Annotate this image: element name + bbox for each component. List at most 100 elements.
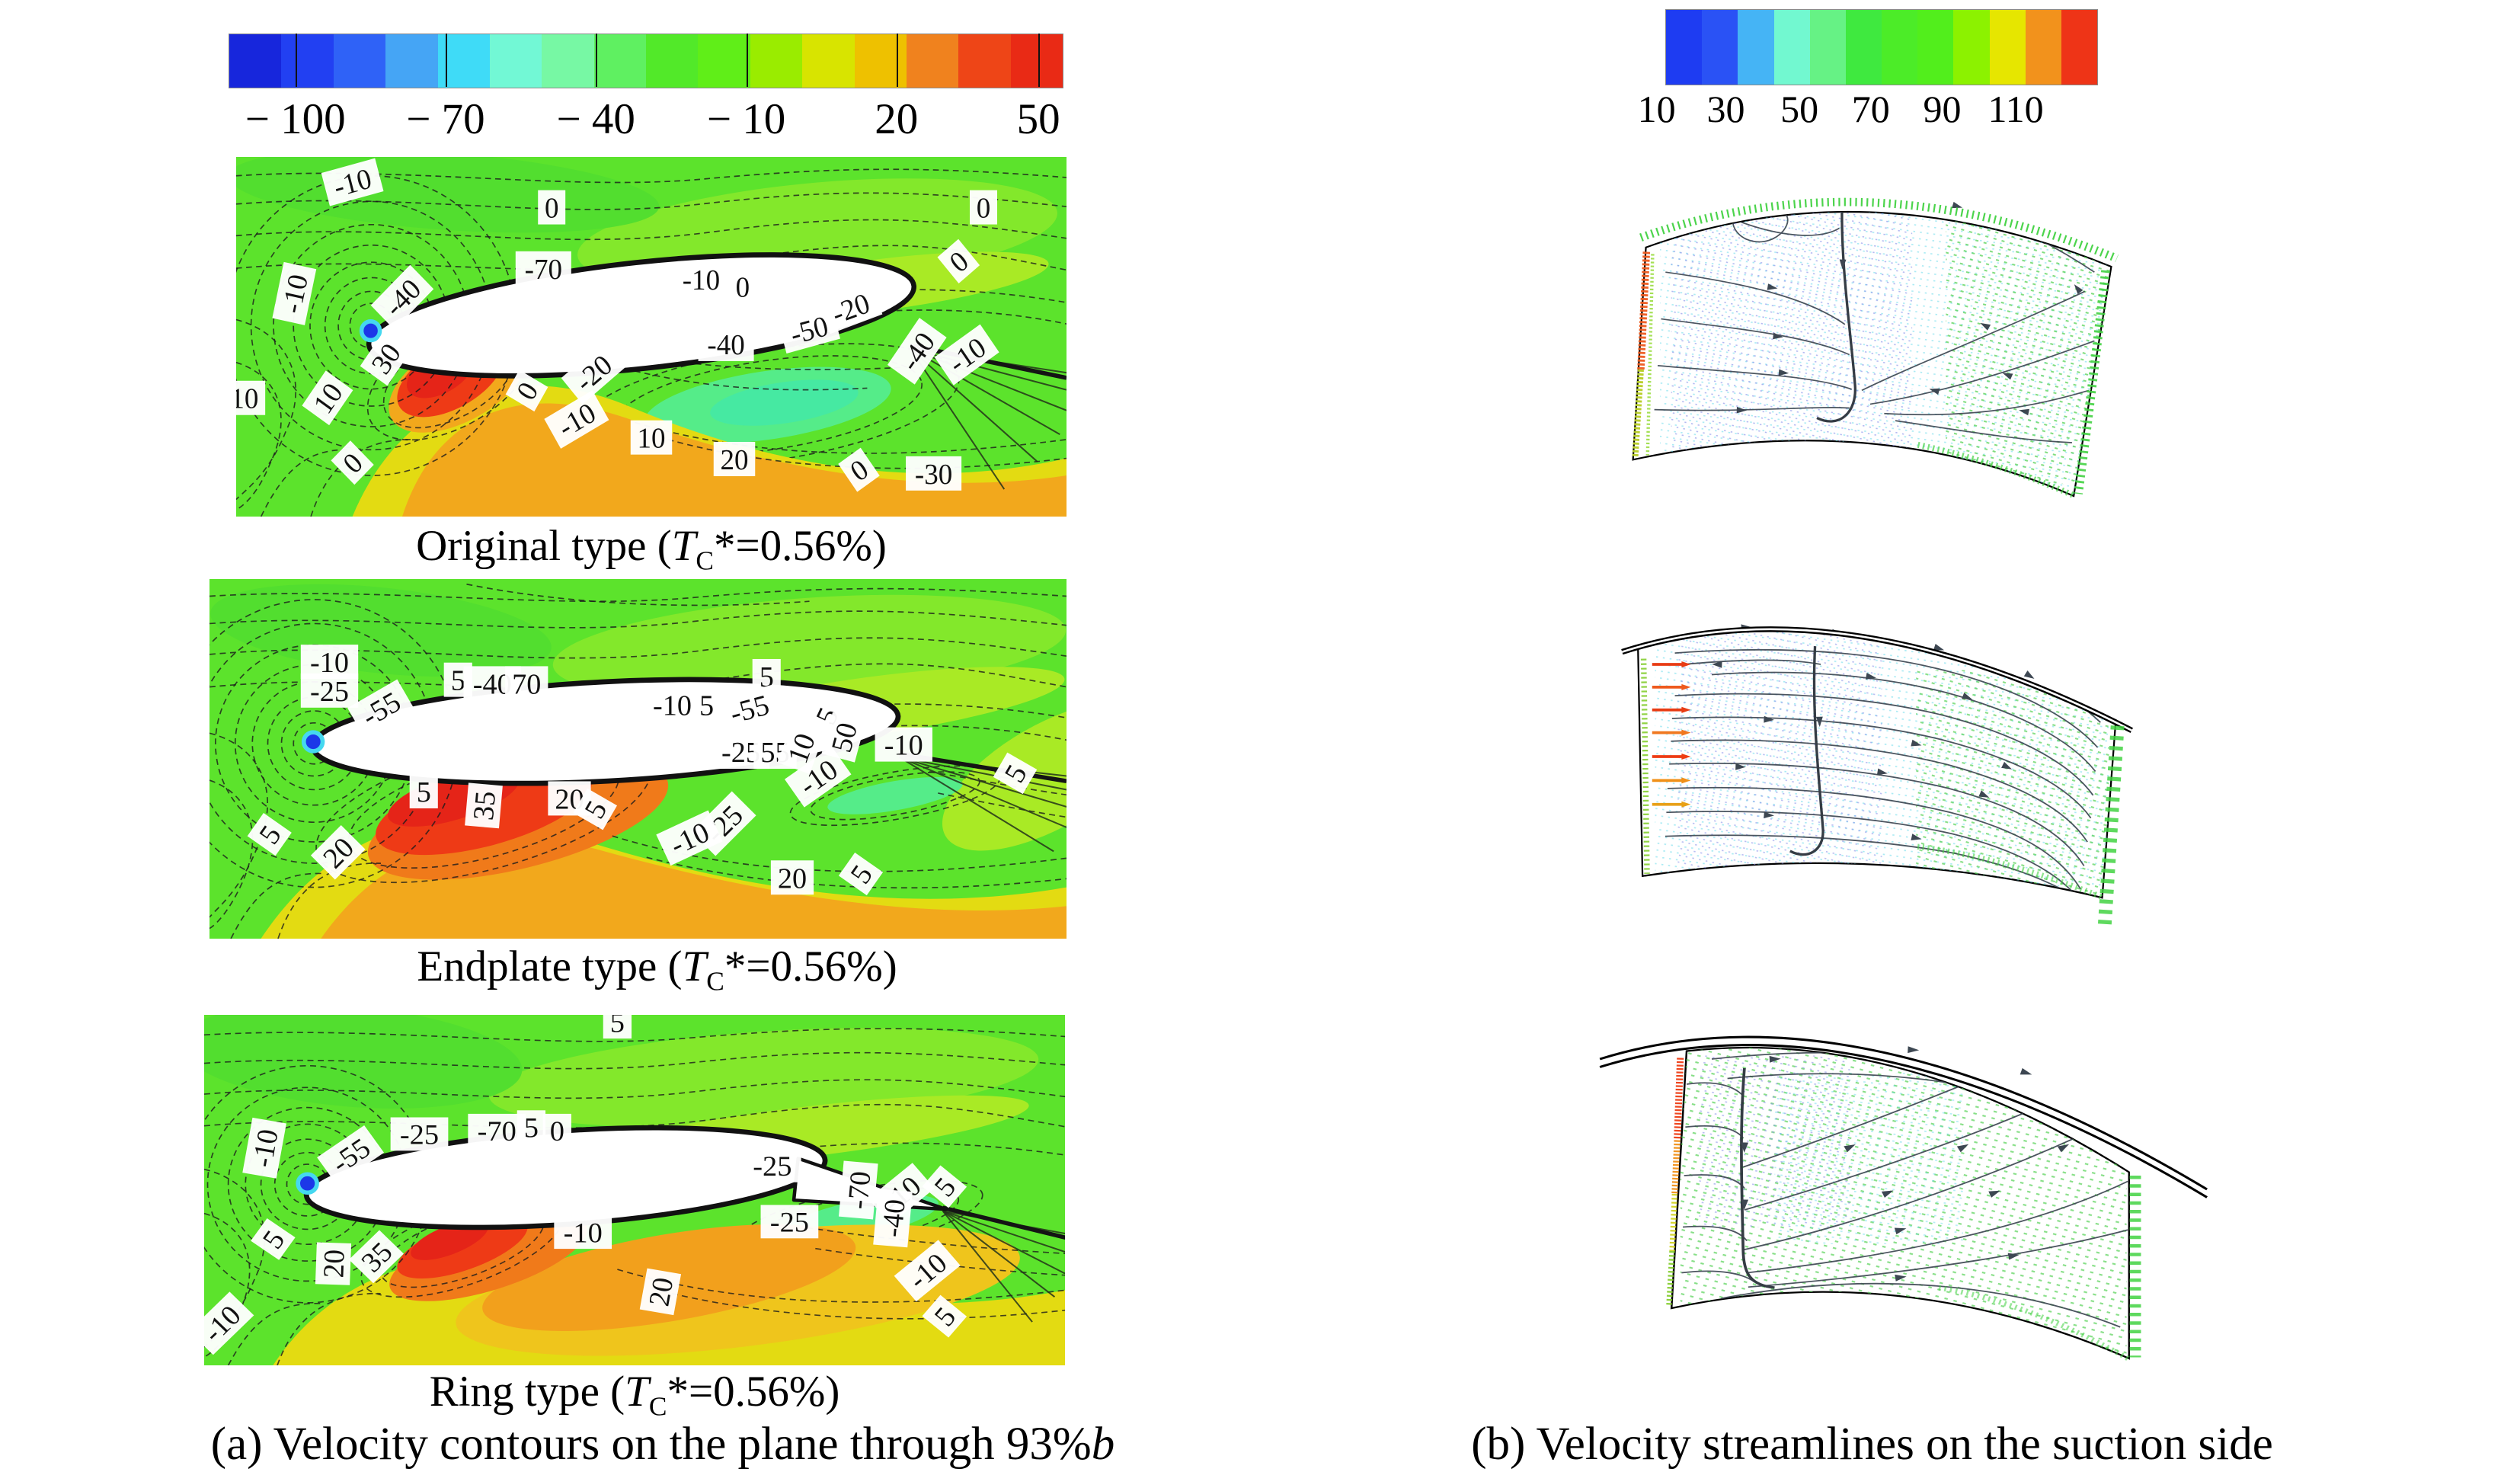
colorbar-segment xyxy=(958,34,1011,88)
edge-vector-fringe xyxy=(1671,1140,1681,1195)
colorbar-tick-label: − 40 xyxy=(556,95,635,143)
svg-text:0: 0 xyxy=(545,192,559,225)
svg-text:-40: -40 xyxy=(876,1198,912,1238)
contour-field: 5-10-55-25-7050-25-70-10-405-25-10520352… xyxy=(204,1015,1065,1365)
colorbar-tick-label: 20 xyxy=(875,95,919,143)
colorbar-segment xyxy=(385,34,438,88)
colorbar-tick-label: 90 xyxy=(1923,88,1962,130)
contour-label: 0 xyxy=(728,269,756,304)
vector-dot-field xyxy=(1659,212,2112,495)
contour-label: -40 xyxy=(698,326,754,361)
streamline-plot-endplate xyxy=(1598,579,2166,943)
edge-vector-fringe xyxy=(1639,197,2119,263)
colorbar-segment xyxy=(2025,10,2061,85)
svg-text:-25: -25 xyxy=(753,1150,791,1182)
svg-text:5: 5 xyxy=(417,776,431,808)
contour-label: 0 xyxy=(505,370,548,412)
contour-label: -25 xyxy=(390,1117,449,1150)
colorbar-segment xyxy=(229,34,282,88)
colorbar-segment xyxy=(698,34,750,88)
colorbar-segment xyxy=(1917,10,1954,85)
svg-text:5: 5 xyxy=(610,1015,625,1038)
contour-label: 5 xyxy=(573,788,618,830)
colorbar-tick-label: 50 xyxy=(1780,88,1819,130)
svg-text:-25: -25 xyxy=(400,1119,439,1150)
leading-edge-stagnation xyxy=(359,318,382,343)
svg-text:20: 20 xyxy=(318,1249,351,1278)
svg-text:-10: -10 xyxy=(683,264,720,296)
colorbar-contours: − 100 − 70 − 40 − 10 20 50 xyxy=(229,34,1063,143)
colorbar-tick-label: 50 xyxy=(1016,95,1060,143)
contour-label: 0 xyxy=(542,1113,571,1147)
colorbar-segment xyxy=(1702,10,1738,85)
colorbar-tick-label: 70 xyxy=(1851,88,1890,130)
colorbar-tick xyxy=(295,34,297,87)
colorbar-segment xyxy=(1882,10,1918,85)
contour-plot-endplate: -10 -25 -55 5 -40 70 5 -10 5 -55 5 50 -10 -25 55 10 -10 5… xyxy=(209,579,1067,939)
ring-arc xyxy=(1599,1044,2208,1198)
caption-text: *=0.56%) xyxy=(714,522,887,570)
contour-label: -25 xyxy=(300,673,359,708)
contour-label: -10 xyxy=(875,727,932,762)
svg-text:-10: -10 xyxy=(564,1218,603,1249)
contour-label: 10 xyxy=(630,420,673,455)
colorbar-streamlines: 10 30 50 70 90 110 xyxy=(1638,9,2098,130)
svg-text:10: 10 xyxy=(637,422,665,455)
contour-label: -30 xyxy=(906,456,962,491)
contour-label: -25 xyxy=(743,1148,801,1182)
colorbar-segment xyxy=(542,34,594,88)
contour-label: 5 xyxy=(409,774,438,808)
caption-ring-type: Ring type (TC*=0.56%) xyxy=(204,1368,1065,1422)
colorbar-strip xyxy=(229,34,1063,88)
svg-text:70: 70 xyxy=(512,668,541,700)
svg-text:-25: -25 xyxy=(310,676,349,708)
ring-arc xyxy=(1599,1035,2208,1191)
colorbar-segment xyxy=(1809,10,1846,85)
colorbar-segment xyxy=(750,34,803,88)
contour-label: -50 xyxy=(778,306,841,354)
contour-label: -10 xyxy=(554,1215,612,1249)
colorbar-tick xyxy=(1038,34,1041,87)
streamline-plot-ring xyxy=(1586,1004,2215,1370)
contour-label: -10 xyxy=(643,687,702,722)
caption-subscript: C xyxy=(648,1391,667,1422)
colorbar-tick-label: 30 xyxy=(1706,88,1745,130)
contour-label: -25 xyxy=(760,1205,819,1238)
colorbar-tick xyxy=(596,34,598,87)
caption-text: Endplate type ( xyxy=(417,942,683,990)
colorbar-segment xyxy=(333,34,386,88)
colorbar-tick xyxy=(746,34,748,87)
caption-symbol: T xyxy=(671,522,696,570)
contour-label: 20 xyxy=(713,442,756,476)
contour-label: 5 xyxy=(692,687,721,722)
svg-text:-40: -40 xyxy=(707,328,744,361)
caption-text: *=0.56%) xyxy=(724,942,897,990)
colorbar-segment xyxy=(1845,10,1882,85)
contour-label: -10 xyxy=(242,1117,286,1179)
svg-text:-10: -10 xyxy=(884,730,923,762)
svg-text:20: 20 xyxy=(643,1275,680,1309)
caption-subscript: C xyxy=(696,546,714,576)
leading-edge-stagnation xyxy=(296,1172,319,1195)
leading-edge-stagnation xyxy=(301,730,325,754)
svg-text:-10: -10 xyxy=(246,1127,285,1170)
contour-plot-original: -10000-10-40-70-100-20-50-40-40-10301010… xyxy=(236,157,1067,517)
caption-panel-b: (b) Velocity streamlines on the suction … xyxy=(1451,1419,2293,1470)
caption-original-type: Original type (TC*=0.56%) xyxy=(236,522,1067,576)
svg-text:-70: -70 xyxy=(842,1170,878,1211)
colorbar-segment xyxy=(1666,10,1703,85)
svg-text:0: 0 xyxy=(977,192,991,225)
contour-label: -10 xyxy=(673,262,729,296)
contour-label: 20 xyxy=(770,860,814,894)
caption-text: Ring type ( xyxy=(429,1368,625,1416)
svg-text:5: 5 xyxy=(451,665,465,697)
contour-label: -70 xyxy=(468,1113,526,1147)
caption-panel-a: (a) Velocity contours on the plane throu… xyxy=(107,1419,1219,1470)
colorbar-tick-label: 10 xyxy=(1637,88,1676,130)
colorbar-segment xyxy=(646,34,699,88)
colorbar-segment xyxy=(854,34,907,88)
colorbar-segment xyxy=(1989,10,2026,85)
contour-label: 0 xyxy=(538,190,566,225)
svg-text:-10: -10 xyxy=(276,271,315,316)
